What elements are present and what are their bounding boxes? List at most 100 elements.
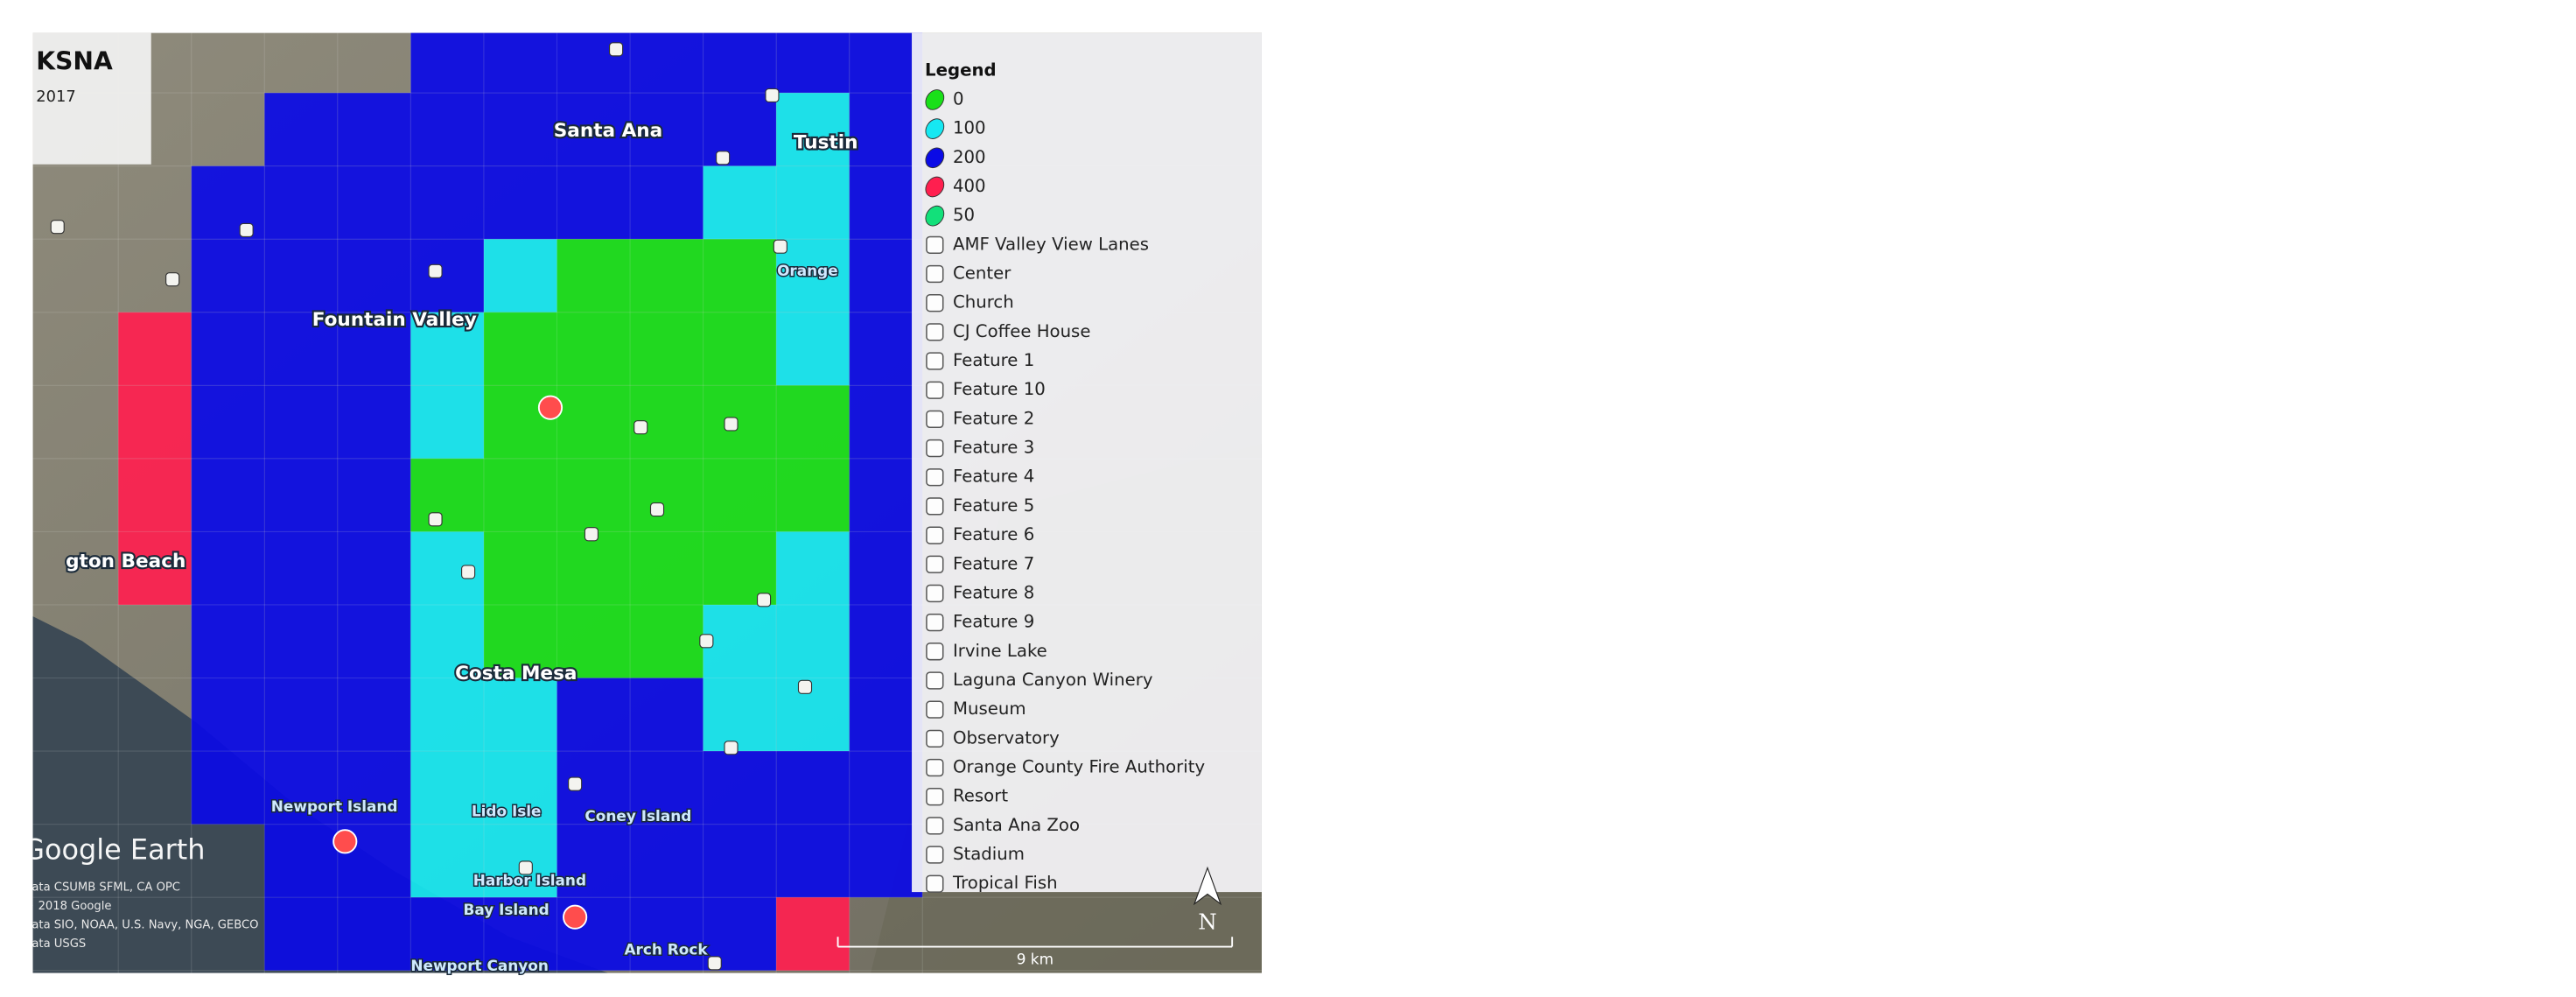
marker [1606,813,1629,836]
place-label: Fountain Valley [1602,284,1767,306]
legend-icon [926,817,944,835]
legend-label: Orange County Fire Authority [2243,761,2495,781]
legend-icon [2216,470,2233,487]
coverage-cell [410,458,484,532]
coverage-cell [1696,825,1767,898]
coverage-cell [2119,166,2190,240]
coverage-cell [556,824,631,898]
coverage-cell [1625,751,1696,825]
coverage-cell [1978,678,2049,752]
coverage-cell [483,32,557,94]
coverage-cell [630,604,704,678]
coverage-cell [337,312,411,386]
legend-label: Feature 7 [953,553,1034,573]
coverage-cell [1554,459,1625,532]
poi-icon [1915,421,1928,434]
coverage-cell [849,824,923,898]
coverage-cell [1483,605,1554,678]
coverage-cell [703,824,777,898]
coverage-cell [1837,20,1908,94]
poi-icon [518,860,533,875]
legend-label: Center [953,263,1012,284]
place-label: Arch Rock [624,940,708,958]
coverage-cell [1766,897,1837,971]
legend-label: Museum [953,699,1026,719]
coverage-cell [410,239,484,312]
land [1298,17,2543,973]
legend-label: Feature 6 [953,524,1034,544]
legend-icon [926,642,944,661]
coverage-cell [849,32,923,94]
coverage-cell [1837,93,1908,166]
coverage-cell [1625,312,1696,386]
place-label: Harbor Island [1750,825,1863,843]
coverage-cell [2048,825,2119,898]
coverage-cell [2048,751,2119,825]
legend-label: Observatory [2243,731,2349,751]
coverage-cell [2119,239,2190,312]
poi-icon [699,634,714,649]
coverage-cell [1625,93,1696,166]
poi-icon [724,417,738,432]
attribution: Data USGS [23,937,86,951]
legend: Legend 0 100 200 400 50 AMF Valley View Lanes C… [2202,33,2544,901]
coverage-cell [703,458,777,532]
coverage-cell [556,678,631,752]
coverage-cell [2048,93,2119,166]
place-label: Tustin [794,131,858,153]
coverage-cell [849,165,923,240]
legend-icon [926,729,944,748]
coverage-cell [1978,239,2049,312]
coverage-cell [1837,312,1908,386]
legend-icon [2216,382,2233,398]
poi-icon [2039,593,2052,607]
legend-icon [2216,440,2233,457]
poi-icon [1711,264,1724,277]
map-content: Santa Ana Tustin Orange Fountain Valley gton… [23,32,1262,976]
coverage-cell [776,678,850,752]
coverage-cell [630,678,704,752]
coverage-cell [849,751,923,825]
coverage-cell [483,165,557,240]
place-label: Lido Isle [1758,758,1828,776]
coverage-cell [1625,825,1696,898]
coverage-cell [1483,385,1554,459]
map-content: Santa Ana Tustin Orange Fountain Valley ngto… [1298,17,2576,973]
poi-icon [649,502,665,517]
coverage-cell [849,604,923,678]
poi-icon [1998,151,2011,165]
map-title: KSNA [1318,46,1395,75]
coverage-cell [556,93,631,166]
place-label: Bay Island [1741,852,1827,869]
place-label: Fountain Valley [312,309,477,331]
coverage-cell [630,531,704,605]
poi-icon [1522,223,1535,236]
coverage-cell [1696,605,1767,678]
legend-label: Santa Ana Zoo [2243,819,2370,839]
legend-label: 200 [2243,144,2276,165]
north-arrow [1193,866,1222,906]
coverage-cell [1766,825,1837,898]
place-label: Costa Mesa [1745,625,1866,647]
marker [537,395,564,420]
legend-label: Feature 4 [2243,467,2324,488]
coverage-cell [1837,166,1908,240]
title-box [32,32,151,165]
coverage-cell [2119,751,2190,825]
legend-icon [926,381,944,399]
coverage-cell [410,678,484,752]
coverage-cell [1908,166,1978,240]
legend-label: 100 [953,118,986,138]
coverage-cell [776,385,850,459]
title-box [1305,30,1432,165]
coverage-cell [2048,897,2119,971]
coverage-cell [1696,93,1767,166]
poi-icon [568,776,583,791]
legend-label: Feature 2 [953,408,1034,428]
coverage-cell [1554,605,1625,678]
coverage-cell [2048,312,2119,386]
place-label: Newport Canyon [410,957,549,974]
coverage-cell [1696,897,1767,971]
ocean [32,616,608,973]
place-label: Laguna Woods [2464,779,2576,797]
